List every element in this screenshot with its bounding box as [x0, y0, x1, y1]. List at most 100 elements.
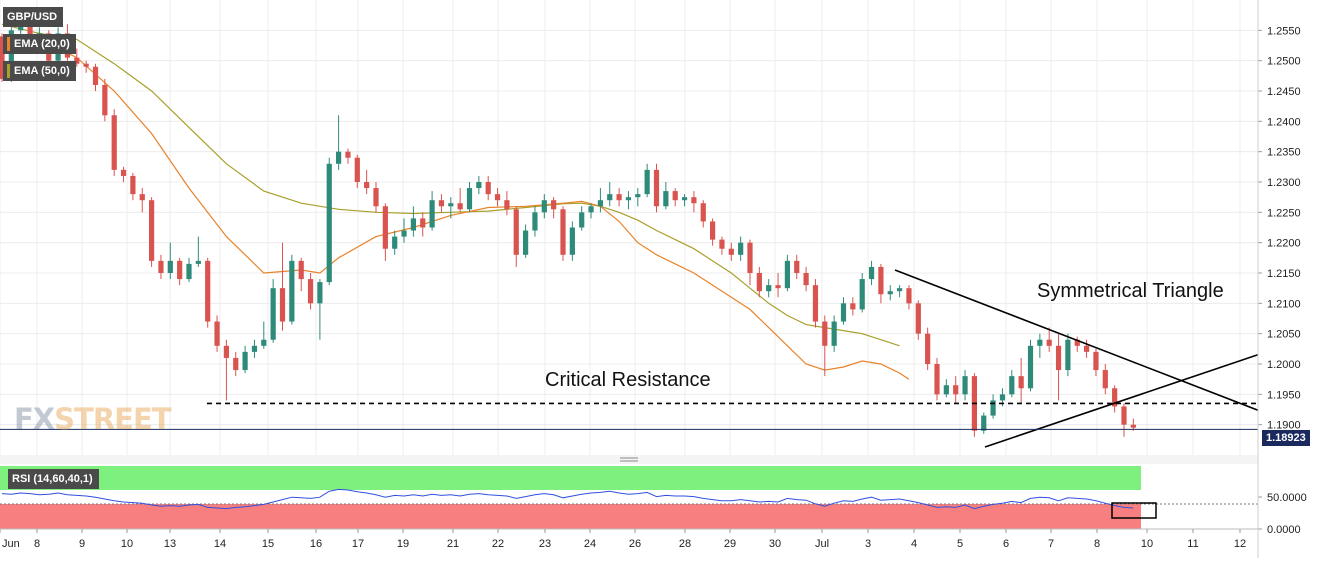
candle-body [1102, 370, 1108, 389]
candle-body [943, 385, 949, 395]
candle-up [663, 182, 669, 210]
last-price-tag: 1.18923 [1262, 430, 1310, 446]
y-tick-label: 1.2150 [1267, 268, 1301, 280]
y-tick-label: 1.2100 [1267, 298, 1301, 310]
triangle-upper-line [894, 269, 1258, 412]
candle-body [223, 345, 229, 358]
candle-down [1102, 364, 1108, 395]
candle-down [494, 188, 501, 207]
candle-body [457, 203, 463, 210]
x-tick-label: 24 [584, 538, 596, 550]
x-tick-label: Jun [2, 538, 20, 550]
candle-body [953, 385, 959, 395]
price-pane[interactable]: Critical Resistance Symmetrical Triangle [0, 12, 1260, 448]
candle-body [410, 218, 416, 231]
candle-body [1130, 424, 1136, 428]
candle-down [925, 327, 931, 371]
rsi-pane[interactable] [0, 464, 1258, 529]
y-tick-label: 1.2350 [1267, 147, 1301, 159]
time-axis[interactable]: Jun 8 9 10 13 14 15 16 17 19 21 22 23 24 26 28 29 30 Jul 3 4… [0, 528, 1258, 550]
candle-body [289, 260, 295, 322]
candle-body [270, 288, 276, 340]
candle-down [1046, 327, 1052, 352]
candle-body [261, 339, 267, 346]
candle-down [953, 376, 959, 404]
candle-body [859, 279, 865, 310]
candle-body [803, 273, 809, 286]
candle-up [962, 370, 968, 401]
y-tick-label: 1.2450 [1267, 86, 1301, 98]
candle-body [83, 63, 89, 67]
candle-body [130, 175, 136, 195]
candle-down [710, 218, 716, 246]
candle-up [541, 194, 547, 219]
y-tick-label: 1.2400 [1267, 116, 1301, 128]
x-tick-label: 15 [262, 538, 274, 550]
candle-down [382, 203, 388, 261]
candle-body [1009, 376, 1015, 395]
candle-up [597, 188, 603, 213]
candle-body [794, 260, 800, 273]
candle-down [102, 78, 108, 122]
candle-down [653, 163, 660, 213]
candle-body [999, 394, 1006, 401]
candle-down [850, 297, 856, 316]
ema50-legend[interactable]: EMA (50,0) [3, 61, 76, 81]
candle-body [719, 239, 725, 249]
candle-body [756, 273, 762, 292]
ema20-legend[interactable]: EMA (20,0) [3, 34, 76, 54]
ema20-label: EMA (20,0) [14, 38, 70, 50]
candle-body [420, 218, 426, 228]
candle-down [560, 206, 566, 261]
candle-body [644, 169, 650, 195]
pane-divider[interactable] [0, 455, 1258, 464]
candle-down [345, 148, 351, 164]
candle-body [616, 194, 622, 201]
symbol-label[interactable]: GBP/USD [3, 7, 64, 27]
candle-down [420, 212, 426, 237]
x-tick-label: 13 [164, 538, 176, 550]
candle-body [1121, 406, 1127, 425]
candle-down [74, 48, 80, 67]
candle-down [438, 194, 445, 213]
candle-body [1037, 339, 1043, 346]
candle-body [186, 263, 192, 280]
y-tick-label: 1.2050 [1267, 329, 1301, 341]
candle-up [887, 285, 893, 301]
x-tick-label: 9 [79, 538, 85, 550]
candle-body [784, 260, 790, 289]
candle-up [401, 218, 407, 243]
candle-body [392, 236, 398, 249]
candle-down [223, 339, 229, 401]
x-tick-label: 5 [957, 538, 963, 550]
candle-body [541, 200, 547, 213]
candle-body [242, 351, 248, 371]
candle-body [672, 191, 678, 201]
candle-up [523, 224, 529, 258]
candle-up [448, 197, 454, 219]
candle-body [476, 182, 482, 189]
rsi-legend[interactable]: RSI (14,60,40,1) [8, 469, 99, 489]
watermark-street: STREET [54, 402, 171, 436]
candle-body [523, 230, 529, 255]
candle-down [551, 197, 557, 219]
price-axis[interactable]: 1.2550 1.2500 1.2450 1.2400 1.2350 1.2300 1.22… [1258, 25, 1301, 432]
x-tick-label: 4 [911, 538, 917, 550]
candle-down [934, 357, 940, 401]
candle-body [18, 24, 24, 31]
candle-up [532, 206, 538, 237]
candle-down [149, 197, 155, 267]
candle-body [205, 260, 211, 322]
candle-body [167, 260, 173, 273]
candle-body [438, 200, 445, 207]
candle-body [887, 291, 893, 295]
y-tick-label: 1.2550 [1267, 25, 1301, 37]
x-tick-label: 10 [1141, 538, 1153, 550]
pane-resize-handle[interactable] [620, 457, 638, 462]
candle-up [1027, 339, 1034, 392]
candle-up [1009, 370, 1015, 398]
candle-body [691, 197, 697, 204]
candle-body [775, 285, 781, 289]
